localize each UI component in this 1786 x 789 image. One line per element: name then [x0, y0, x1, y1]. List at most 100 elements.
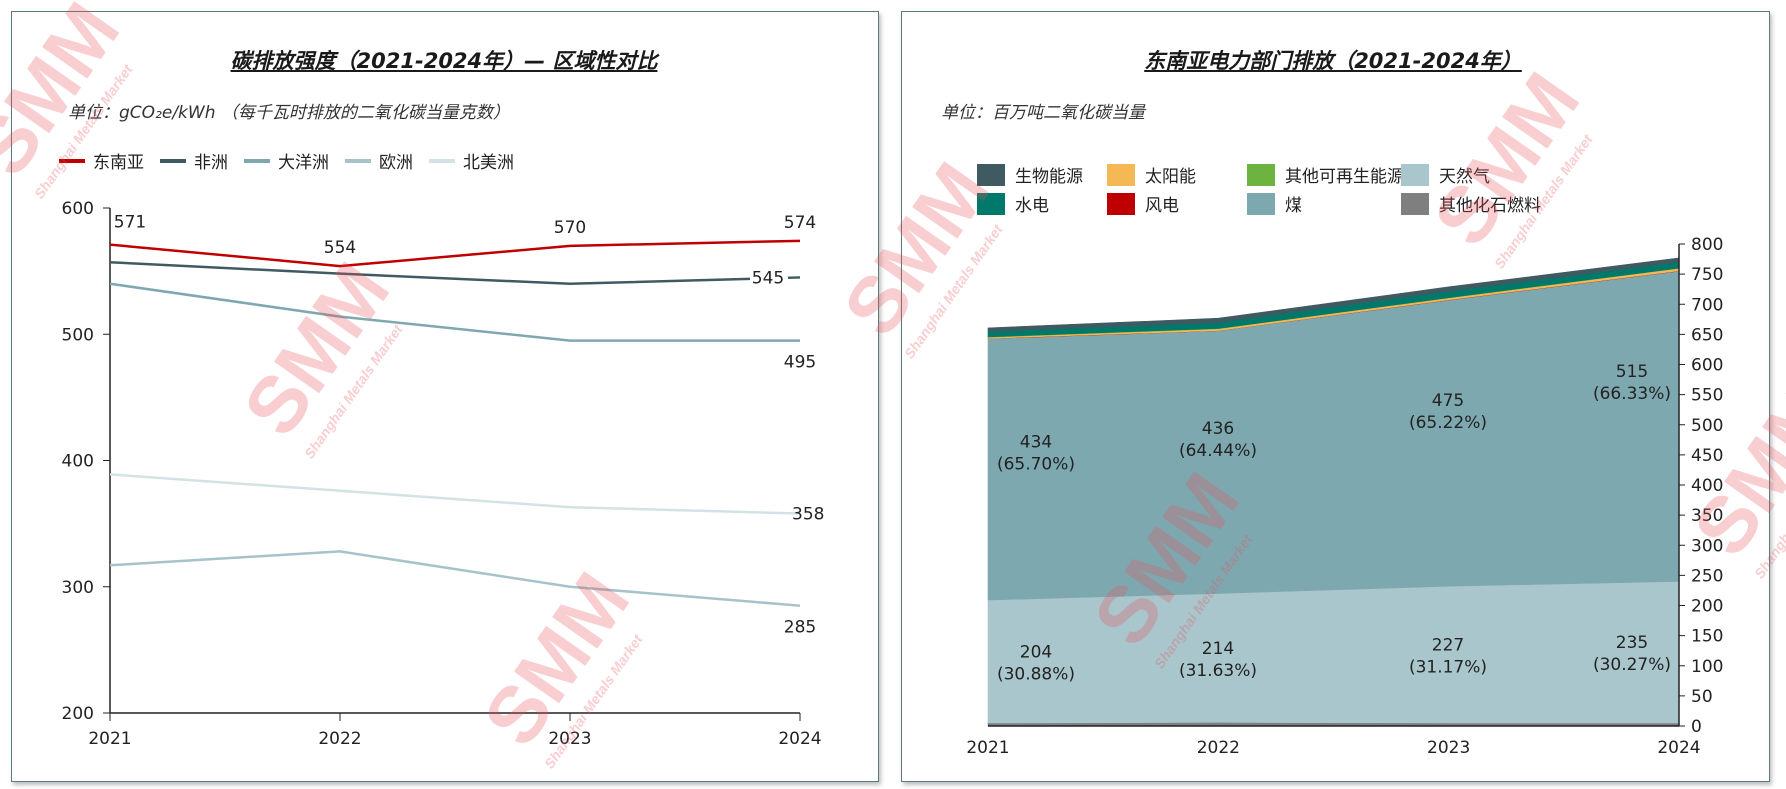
legend-item-2: 大洋洲: [244, 148, 329, 173]
data-label-percent: (64.44%): [1179, 441, 1257, 461]
x-tick-label: 2023: [1427, 738, 1470, 758]
series-line-欧洲: [109, 550, 801, 607]
legend-color-swatch: [977, 163, 1005, 186]
y-tick-label: 500: [1691, 416, 1723, 436]
data-label-value: 434: [1020, 432, 1052, 452]
legend-item-4: 北美洲: [429, 148, 514, 173]
series-line-非洲: [109, 261, 801, 286]
legend-item-1: 太阳能: [1107, 162, 1196, 187]
legend-label: 生物能源: [1015, 167, 1083, 187]
y-tick-label: 450: [1691, 446, 1723, 466]
legend-line-swatch: [345, 158, 371, 163]
data-label-value: 475: [1432, 391, 1464, 411]
x-tick-label: 2023: [548, 729, 591, 749]
data-label: 574: [784, 213, 816, 233]
y-tick-label: 300: [1691, 536, 1723, 556]
data-label-percent: (31.63%): [1179, 661, 1257, 681]
emissions-chart-title: 东南亚电力部门排放（2021-2024年）: [1144, 49, 1522, 73]
y-tick-label: 200: [1691, 597, 1723, 617]
legend-item-2: 其他可再生能源: [1247, 162, 1404, 187]
legend-label: 大洋洲: [278, 153, 329, 173]
x-tick-label: 2022: [318, 729, 361, 749]
legend-item-5: 风电: [1107, 191, 1179, 216]
y-tick-label: 750: [1691, 265, 1723, 285]
legend-label: 水电: [1015, 196, 1049, 216]
data-label-percent: (30.88%): [997, 665, 1075, 685]
data-label: 285: [784, 618, 816, 638]
x-tick-label: 2022: [1197, 738, 1240, 758]
data-label-percent: (65.22%): [1409, 413, 1487, 433]
legend-label: 煤: [1285, 196, 1302, 216]
area-天然气: [987, 581, 1680, 724]
y-tick-label: 800: [1691, 235, 1723, 255]
y-tick-label: 300: [62, 578, 94, 598]
series-line-北美洲: [109, 473, 801, 515]
y-tick-label: 600: [62, 199, 94, 219]
legend-label: 天然气: [1439, 167, 1490, 187]
legend-item-4: 水电: [977, 191, 1049, 216]
y-tick-label: 400: [62, 452, 94, 472]
data-label-value: 204: [1020, 643, 1052, 663]
legend-item-3: 天然气: [1401, 162, 1490, 187]
x-tick-label: 2024: [1657, 738, 1700, 758]
y-tick-label: 550: [1691, 386, 1723, 406]
y-tick-label: 50: [1691, 687, 1713, 707]
legend-line-swatch: [59, 158, 85, 163]
y-tick-label: 200: [62, 704, 94, 724]
intensity-chart-title: 碳排放强度（2021-2024年）— 区域性对比: [230, 49, 658, 73]
legend-color-swatch: [1401, 163, 1429, 186]
x-tick-label: 2021: [88, 729, 131, 749]
legend-item-1: 非洲: [160, 148, 228, 173]
legend-label: 其他化石燃料: [1439, 196, 1541, 216]
y-tick-label: 500: [62, 325, 94, 345]
legend-color-swatch: [1247, 163, 1275, 186]
legend-color-swatch: [977, 192, 1005, 215]
y-tick-label: 250: [1691, 566, 1723, 586]
y-tick-label: 150: [1691, 627, 1723, 647]
intensity-unit-label: 单位：gCO₂e/kWh （每千瓦时排放的二氧化碳当量克数）: [68, 103, 510, 123]
intensity-chart-panel: [11, 11, 879, 782]
emissions-unit-label: 单位：百万吨二氧化碳当量: [941, 103, 1145, 123]
data-label-percent: (31.17%): [1409, 658, 1487, 678]
legend-item-7: 其他化石燃料: [1401, 191, 1541, 216]
legend-item-6: 煤: [1247, 191, 1302, 216]
legend-line-swatch: [244, 158, 270, 163]
y-tick-label: 650: [1691, 325, 1723, 345]
data-label-value: 436: [1202, 419, 1234, 439]
legend-label: 北美洲: [463, 153, 514, 173]
legend-label: 欧洲: [379, 153, 413, 173]
data-label: 570: [554, 218, 586, 238]
legend-label: 东南亚: [93, 153, 144, 173]
data-label-value: 227: [1432, 636, 1464, 656]
legend-item-0: 生物能源: [977, 162, 1083, 187]
legend-color-swatch: [1401, 192, 1429, 215]
data-label: 495: [784, 353, 816, 373]
data-label-percent: (65.70%): [997, 454, 1075, 474]
data-label-value: 515: [1616, 362, 1648, 382]
legend-line-swatch: [429, 158, 455, 163]
area-煤: [987, 270, 1680, 601]
y-tick-label: 350: [1691, 506, 1723, 526]
legend-item-3: 欧洲: [345, 148, 413, 173]
data-label-value: 214: [1202, 639, 1234, 659]
series-line-大洋洲: [109, 282, 800, 342]
data-label-value: 235: [1616, 633, 1648, 653]
series-line-东南亚: [109, 239, 801, 268]
legend-color-swatch: [1107, 163, 1135, 186]
y-tick-label: 600: [1691, 356, 1723, 376]
data-label: 545: [752, 268, 784, 288]
intensity-legend: 东南亚 非洲 大洋洲 欧洲 北美洲: [59, 148, 514, 173]
x-tick-label: 2021: [966, 738, 1009, 758]
y-tick-label: 700: [1691, 295, 1723, 315]
legend-label: 其他可再生能源: [1285, 167, 1404, 187]
label-bg: [750, 265, 788, 290]
data-label: 554: [324, 238, 356, 258]
legend-color-swatch: [1107, 192, 1135, 215]
legend-label: 非洲: [194, 153, 228, 173]
legend-color-swatch: [1247, 192, 1275, 215]
x-tick-label: 2024: [778, 729, 821, 749]
data-label-percent: (66.33%): [1593, 384, 1671, 404]
legend-line-swatch: [160, 158, 186, 163]
data-label-percent: (30.27%): [1593, 655, 1671, 675]
